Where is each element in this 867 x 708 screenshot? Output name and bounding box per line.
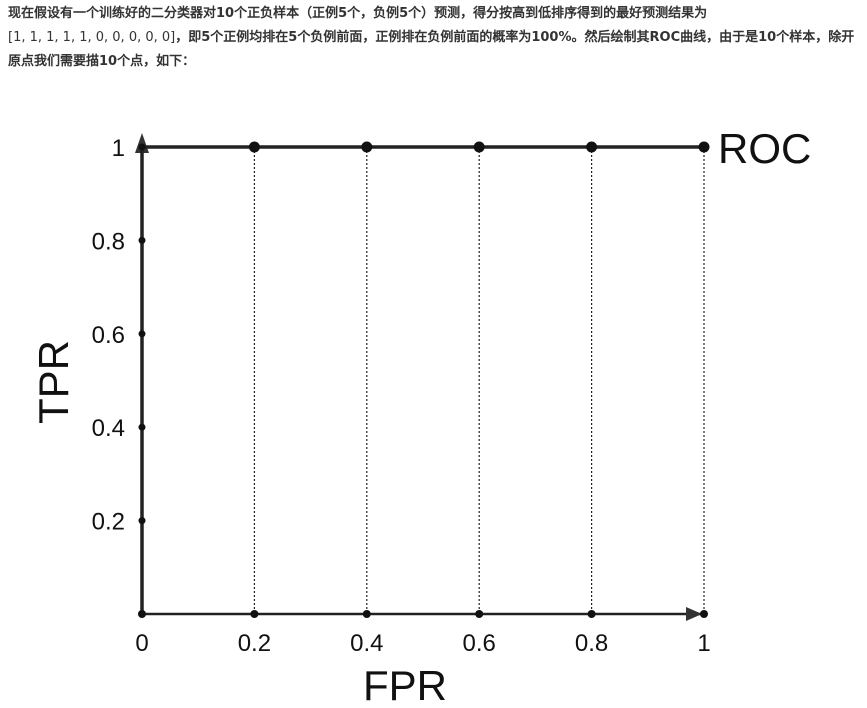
- x-tick-label-2: 0.4: [350, 630, 383, 657]
- roc-point-6: [248, 141, 260, 153]
- axes: [135, 133, 704, 621]
- roc-point-7: [361, 141, 373, 153]
- x-tick-label-0: 0: [135, 630, 148, 657]
- x-tick-dot-0: [138, 610, 146, 618]
- x-tick-label-5: 1: [697, 630, 710, 657]
- y-tick-labels: 0.2 0.4 0.6 0.8 1: [92, 135, 125, 536]
- intro-text-2: ，即5个正例均排在5个负例前面，正例排在负例前面的概率为100%。然后绘制其RO…: [8, 30, 855, 69]
- roc-point-10: [698, 141, 710, 153]
- y-tick-label-1: 0.4: [92, 415, 125, 442]
- intro-sequence: [1, 1, 1, 1, 1, 0, 0, 0, 0, 0]: [8, 30, 176, 45]
- x-tick-label-4: 0.8: [575, 630, 608, 657]
- x-tick-dot-5: [700, 610, 708, 618]
- x-tick-label-3: 0.6: [463, 630, 496, 657]
- y-tick-label-0: 0.2: [92, 509, 125, 536]
- roc-point-4: [138, 236, 146, 244]
- roc-point-1: [138, 517, 146, 525]
- roc-point-8: [473, 141, 485, 153]
- x-tick-dot-3: [475, 610, 484, 618]
- roc-point-5: [138, 143, 146, 151]
- roc-point-3: [138, 330, 146, 338]
- intro-paragraph: 现在假设有一个训练好的二分类器对10个正负样本（正例5个，负例5个）预测，得分按…: [8, 2, 860, 74]
- x-tick-label-1: 0.2: [238, 630, 271, 657]
- roc-point-2: [138, 423, 146, 431]
- x-tick-dot-2: [362, 610, 371, 618]
- roc-series-label: ROC: [718, 125, 811, 172]
- roc-point-9: [586, 141, 598, 153]
- x-axis-label: FPR: [363, 662, 447, 708]
- roc-curve: [140, 145, 704, 614]
- roc-line: [140, 145, 704, 614]
- x-tick-dot-1: [250, 610, 259, 618]
- x-tick-labels: 0 0.2 0.4 0.6 0.8 1: [135, 630, 710, 657]
- x-tick-dot-4: [587, 610, 596, 618]
- data-markers: [138, 141, 710, 618]
- y-tick-label-4: 1: [112, 135, 125, 162]
- x-axis-arrow: [686, 607, 702, 621]
- intro-text-1: 现在假设有一个训练好的二分类器对10个正负样本（正例5个，负例5个）预测，得分按…: [8, 6, 708, 21]
- y-tick-label-3: 0.8: [92, 228, 125, 255]
- y-axis-label: TPR: [30, 340, 77, 424]
- y-tick-label-2: 0.6: [92, 322, 125, 349]
- vertical-guides: [253, 147, 705, 614]
